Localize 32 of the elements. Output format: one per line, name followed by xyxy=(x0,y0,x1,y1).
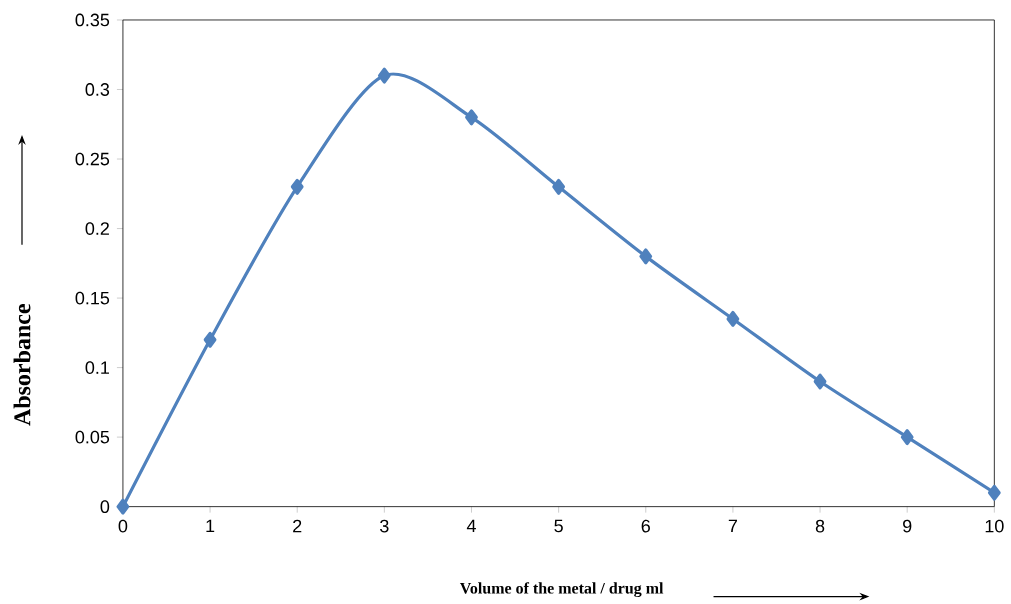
x-tick-label: 4 xyxy=(466,519,476,533)
point xyxy=(116,498,130,515)
x-axis-title: Volume of the metal / drug ml xyxy=(459,582,664,598)
x-tick-label: 2 xyxy=(293,519,302,533)
point xyxy=(465,109,478,126)
point xyxy=(290,179,304,195)
point xyxy=(203,331,217,348)
point xyxy=(639,248,653,265)
y-tick-label: 0.2 xyxy=(85,222,109,236)
point xyxy=(987,484,1001,501)
point xyxy=(726,311,740,328)
y-tick-label: 0 xyxy=(100,500,110,514)
x-tick-label: 0 xyxy=(118,519,128,533)
point xyxy=(813,373,827,390)
point xyxy=(552,179,566,195)
y-tick-label: 0.3 xyxy=(85,83,110,97)
y-tick-label: 0.25 xyxy=(75,152,110,166)
y-tick-label: 0.05 xyxy=(75,430,110,444)
y-tick-label: 0.1 xyxy=(85,361,109,375)
x-tick-label: 5 xyxy=(554,519,563,533)
x-tick-label: 10 xyxy=(985,519,1004,533)
y-axis-title: Absorbance xyxy=(13,304,31,426)
x-tick-label: 8 xyxy=(815,519,825,533)
x-tick-label: 9 xyxy=(903,519,912,533)
y-tick-label: 0.35 xyxy=(75,13,110,27)
point xyxy=(900,429,914,446)
x-tick-label: 1 xyxy=(206,519,215,533)
x-tick-label: 3 xyxy=(380,519,389,533)
y-tick-label: 0.15 xyxy=(75,291,110,305)
point xyxy=(377,67,391,84)
x-tick-label: 7 xyxy=(728,519,737,533)
x-tick-label: 6 xyxy=(641,519,650,533)
